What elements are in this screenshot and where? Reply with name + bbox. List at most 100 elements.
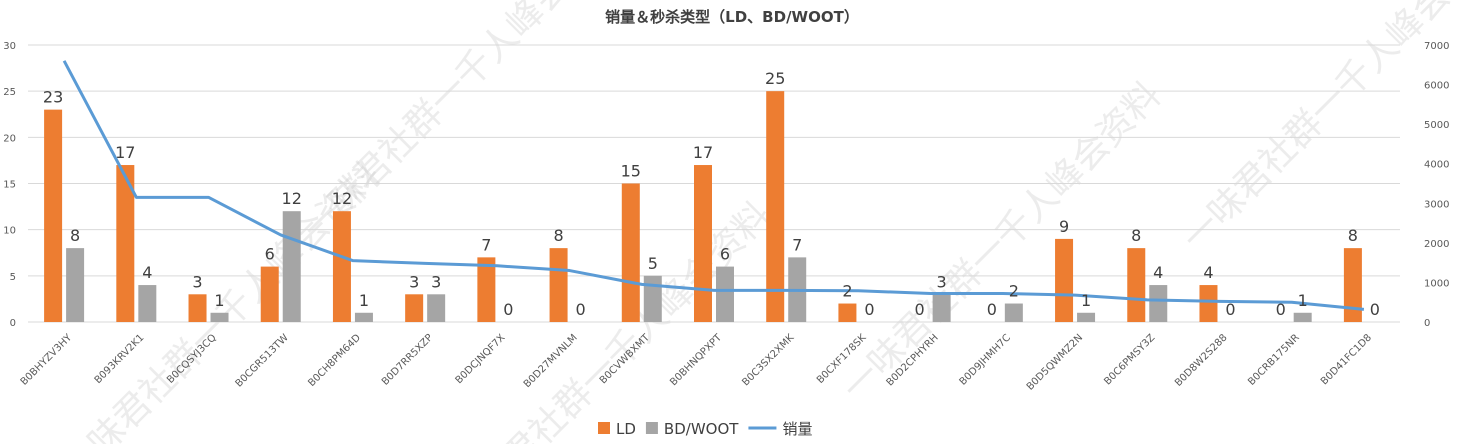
left-tick-label: 20 (3, 133, 16, 144)
bar-bdwoot (210, 312, 229, 322)
line-series (62, 60, 1365, 311)
x-tick-label: B0D5QWMZ2N (1025, 332, 1085, 392)
right-axis: 0 1000 2000 3000 4000 5000 6000 7000 (1424, 41, 1449, 329)
data-label: 0 (864, 300, 874, 319)
bar-bdwoot (1149, 285, 1168, 322)
bar-ld (405, 294, 424, 322)
x-tick-label: B0D7RR5XZP (380, 332, 435, 387)
data-label: 23 (43, 88, 63, 107)
data-label: 17 (693, 143, 713, 162)
bar-bdwoot (138, 285, 157, 322)
sales-line (62, 60, 1365, 311)
bar-ld (1199, 285, 1218, 322)
watermark-text: 一味君社群一千人峰会资料 (1175, 0, 1464, 259)
data-label: 4 (1203, 263, 1213, 282)
left-tick-label: 5 (10, 272, 16, 283)
data-label: 8 (553, 226, 563, 245)
data-label: 0 (915, 300, 925, 319)
x-tick-label: B0D9JHMH7C (958, 332, 1013, 387)
left-tick-label: 0 (10, 318, 16, 329)
bar-ld (621, 183, 640, 322)
x-tick-label: B0C3SX2XMK (740, 332, 796, 388)
data-label: 0 (575, 300, 585, 319)
data-label: 12 (332, 189, 352, 208)
x-tick-label: B0DCJNQF7X (454, 332, 508, 386)
data-label: 1 (1081, 291, 1091, 310)
right-tick-label: 7000 (1424, 41, 1449, 52)
bar-ld (188, 294, 207, 322)
bar-bdwoot (427, 294, 446, 322)
data-label: 2 (842, 282, 852, 301)
data-label: 0 (1370, 300, 1380, 319)
bar-ld (477, 257, 496, 322)
bar-ld (116, 165, 135, 322)
bar-bdwoot (354, 312, 373, 322)
right-tick-label: 3000 (1424, 199, 1449, 210)
data-label: 9 (1059, 217, 1069, 236)
bar-ld (838, 303, 857, 322)
right-tick-label: 6000 (1424, 81, 1449, 92)
right-tick-label: 1000 (1424, 278, 1449, 289)
x-tick-label: B0BHYZV3HY (19, 332, 75, 388)
legend-label: LD (616, 420, 636, 438)
bar-bdwoot (282, 211, 301, 322)
data-label: 3 (192, 272, 202, 291)
bar-ld (260, 266, 279, 322)
bar-ld (549, 248, 568, 322)
data-label: 3 (409, 272, 419, 291)
data-label: 4 (142, 263, 152, 282)
right-tick-label: 2000 (1424, 239, 1449, 250)
data-label: 0 (503, 300, 513, 319)
data-label: 8 (1348, 226, 1358, 245)
bars (44, 91, 1362, 323)
bar-bdwoot (1004, 303, 1023, 322)
legend-label: BD/WOOT (664, 420, 739, 438)
data-label: 2 (1009, 282, 1019, 301)
data-label: 12 (282, 189, 302, 208)
left-tick-label: 15 (3, 180, 16, 191)
x-tick-label: B0CGR513TW (234, 332, 291, 389)
bar-ld (44, 109, 63, 322)
left-tick-label: 25 (3, 87, 16, 98)
left-axis: 0 5 10 15 20 25 30 (3, 41, 16, 329)
chart-title: 销量＆秒杀类型（LD、BD/WOOT） (605, 8, 859, 26)
data-label: 0 (1276, 300, 1286, 319)
legend-swatch (598, 422, 610, 434)
data-label: 15 (621, 162, 641, 181)
data-label: 1 (214, 291, 224, 310)
bar-ld (1127, 248, 1146, 322)
watermark-text: 一味君社群一千人峰会资料 (835, 75, 1169, 409)
data-label: 8 (70, 226, 80, 245)
data-label: 0 (987, 300, 997, 319)
legend: LD BD/WOOT 销量 (598, 420, 812, 438)
x-tick-label: B0D41FC1D8 (1319, 332, 1374, 387)
bar-ld (1343, 248, 1362, 322)
bar-ld (766, 91, 785, 323)
bar-ld (332, 211, 351, 322)
bar-bdwoot (643, 275, 662, 322)
data-label: 6 (265, 245, 275, 264)
data-label: 17 (115, 143, 135, 162)
data-label: 6 (720, 245, 730, 264)
legend-label: 销量 (782, 420, 812, 438)
x-tick-label: B0D8W2S288 (1173, 332, 1230, 389)
data-label: 3 (431, 272, 441, 291)
right-tick-label: 4000 (1424, 160, 1449, 171)
right-tick-label: 5000 (1424, 120, 1449, 131)
x-tick-label: B0C6PMSY3Z (1102, 332, 1157, 387)
x-tick-label: B0CH8PM64D (306, 332, 363, 389)
bar-ld (694, 165, 712, 322)
bar-bdwoot (66, 248, 85, 322)
data-label: 1 (359, 291, 369, 310)
data-label: 1 (1298, 291, 1308, 310)
bar-bdwoot (1293, 312, 1312, 322)
data-label: 4 (1153, 263, 1163, 282)
bar-bdwoot (932, 294, 951, 322)
data-label: 7 (481, 235, 491, 254)
bar-bdwoot (1077, 312, 1096, 322)
x-tick-label: B0BHNQPXPT (668, 332, 724, 388)
x-tick-label: B0CRB175NR (1246, 332, 1302, 388)
bar-ld (1055, 238, 1074, 322)
